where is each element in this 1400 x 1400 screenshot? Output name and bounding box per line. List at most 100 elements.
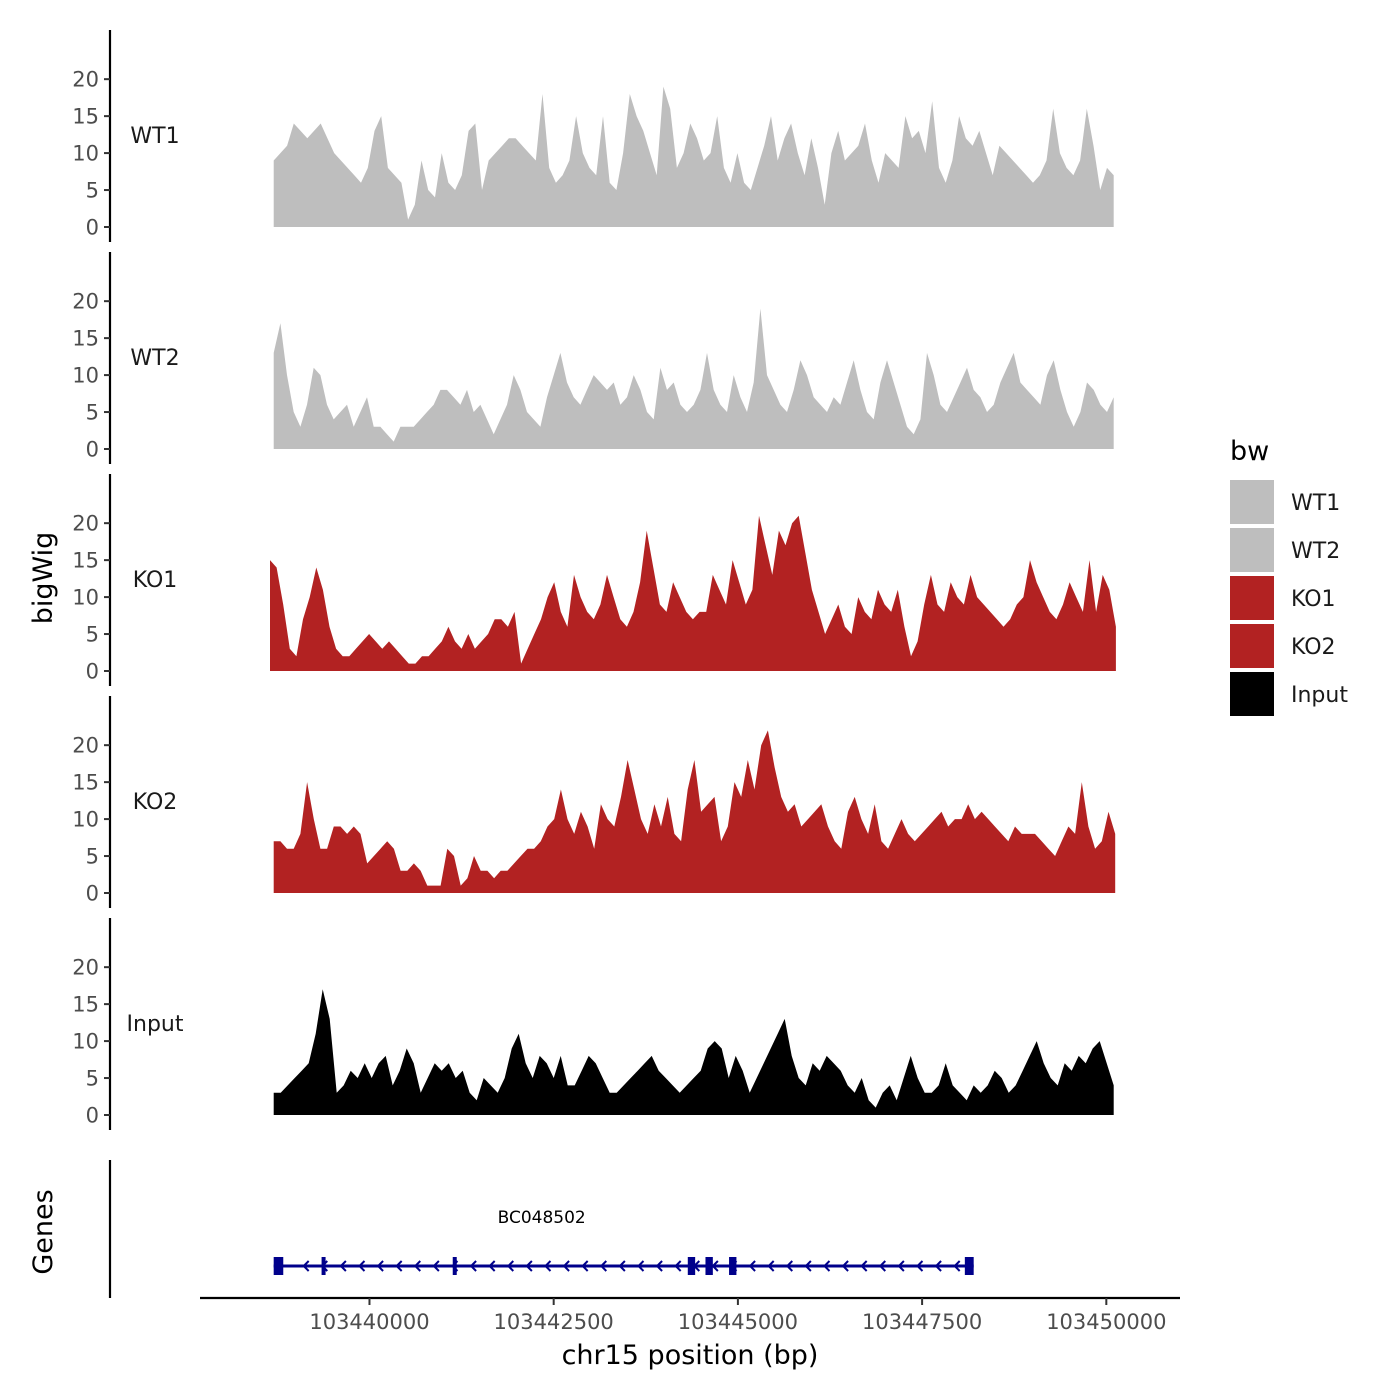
strand-arrow [860, 1260, 868, 1272]
strand-arrow [711, 1260, 719, 1272]
gene-name-label: BC048502 [498, 1208, 586, 1228]
legend-swatch [1230, 480, 1274, 524]
x-tick-label: 103445000 [678, 1310, 798, 1334]
y-tick-label: 15 [72, 549, 99, 573]
strand-arrow [767, 1260, 775, 1272]
signal-area-ko1 [270, 515, 1116, 671]
track-ko2: 0 5 10 15 20 KO2 [72, 696, 1116, 908]
x-tick-label: 103440000 [309, 1310, 429, 1334]
legend-entry-ko1: KO1 [1230, 576, 1336, 620]
strand-arrow [841, 1260, 849, 1272]
legend-swatch [1230, 624, 1274, 668]
legend-label: WT1 [1291, 491, 1340, 516]
signal-area-input [273, 989, 1114, 1115]
strand-arrow [562, 1260, 570, 1272]
x-axis-title: chr15 position (bp) [562, 1340, 819, 1371]
legend: WT1 WT2 KO1 KO2 Input [1230, 480, 1348, 716]
y-tick-label: 0 [86, 882, 99, 906]
y-tick-label: 15 [72, 327, 99, 351]
y-tick-label: 5 [86, 401, 99, 425]
legend-label: KO2 [1291, 635, 1336, 660]
track-input: 0 5 10 15 20 Input [72, 918, 1114, 1130]
x-axis: 103440000 103442500 103445000 103447500 1034… [200, 1296, 1180, 1334]
y-tick-label: 20 [72, 290, 99, 314]
strand-arrow [934, 1260, 942, 1272]
y-tick-label: 0 [86, 216, 99, 240]
y-tick-label: 10 [72, 586, 99, 610]
exon-block [452, 1257, 457, 1275]
y-tick-label: 0 [86, 438, 99, 462]
y-tick-label: 10 [72, 1030, 99, 1054]
y-tick-label: 0 [86, 1104, 99, 1128]
exon-block [729, 1257, 737, 1275]
strand-arrow [878, 1260, 886, 1272]
x-tick-label: 103442500 [494, 1310, 614, 1334]
legend-label: Input [1291, 683, 1348, 708]
exon-block [273, 1257, 284, 1275]
strand-arrow [395, 1260, 403, 1272]
track-label: WT1 [130, 124, 179, 149]
y-tick-label: 20 [72, 68, 99, 92]
strand-arrow [339, 1260, 347, 1272]
track-wt2: 0 5 10 15 20 WT2 [72, 252, 1114, 464]
track-wt1: 0 5 10 15 20 WT1 [72, 30, 1114, 242]
exon-block [321, 1257, 326, 1275]
y-tick-label: 15 [72, 771, 99, 795]
strand-arrow [916, 1260, 924, 1272]
strand-arrow [637, 1260, 645, 1272]
y-tick-label: 5 [86, 179, 99, 203]
strand-arrow [953, 1260, 961, 1272]
y-tick-label: 20 [72, 956, 99, 980]
strand-arrow [488, 1260, 496, 1272]
exon-block [687, 1257, 696, 1275]
strand-arrow [432, 1260, 440, 1272]
strand-arrow [506, 1260, 514, 1272]
track-label: KO2 [133, 790, 178, 815]
strand-arrow [413, 1260, 421, 1272]
strand-arrow [674, 1260, 682, 1272]
legend-title: bw [1230, 436, 1269, 467]
signal-area-ko2 [273, 730, 1116, 893]
legend-label: KO1 [1291, 587, 1336, 612]
signal-tracks: 0 5 10 15 20 WT1 0 5 10 15 20 WT2 0 5 10 15 20 KO1 0 5 10 15 2… [72, 30, 1116, 1130]
x-tick-label: 103450000 [1046, 1310, 1166, 1334]
exon-block [705, 1257, 713, 1275]
legend-swatch [1230, 528, 1274, 572]
y-tick-label: 20 [72, 512, 99, 536]
strand-arrow [897, 1260, 905, 1272]
y-tick-label: 15 [72, 105, 99, 129]
genes-panel: BC048502 [108, 1160, 974, 1298]
y-tick-label: 10 [72, 808, 99, 832]
legend-entry-wt2: WT2 [1230, 528, 1340, 572]
genes-axis-title: Genes [28, 1189, 59, 1274]
strand-arrow [581, 1260, 589, 1272]
track-label: Input [127, 1012, 184, 1037]
gene-bc048502: BC048502 [273, 1208, 974, 1275]
y-tick-label: 15 [72, 993, 99, 1017]
strand-arrow [804, 1260, 812, 1272]
strand-arrow [655, 1260, 663, 1272]
y-tick-label: 10 [72, 364, 99, 388]
track-label: WT2 [130, 346, 179, 371]
strand-arrow [785, 1260, 793, 1272]
x-tick-label: 103447500 [862, 1310, 982, 1334]
legend-entry-input: Input [1230, 672, 1348, 716]
y-axis-title: bigWig [28, 532, 59, 625]
legend-entry-ko2: KO2 [1230, 624, 1336, 668]
strand-arrow [469, 1260, 477, 1272]
y-tick-label: 5 [86, 845, 99, 869]
signal-area-wt1 [273, 86, 1114, 227]
strand-arrow [358, 1260, 366, 1272]
strand-arrow [302, 1260, 310, 1272]
y-tick-label: 20 [72, 734, 99, 758]
legend-swatch [1230, 576, 1274, 620]
track-ko1: 0 5 10 15 20 KO1 [72, 474, 1116, 686]
strand-arrow [823, 1260, 831, 1272]
exon-block [964, 1257, 974, 1275]
y-tick-label: 10 [72, 142, 99, 166]
legend-swatch [1230, 672, 1274, 716]
track-label: KO1 [133, 568, 178, 593]
y-tick-label: 0 [86, 660, 99, 684]
y-tick-label: 5 [86, 623, 99, 647]
